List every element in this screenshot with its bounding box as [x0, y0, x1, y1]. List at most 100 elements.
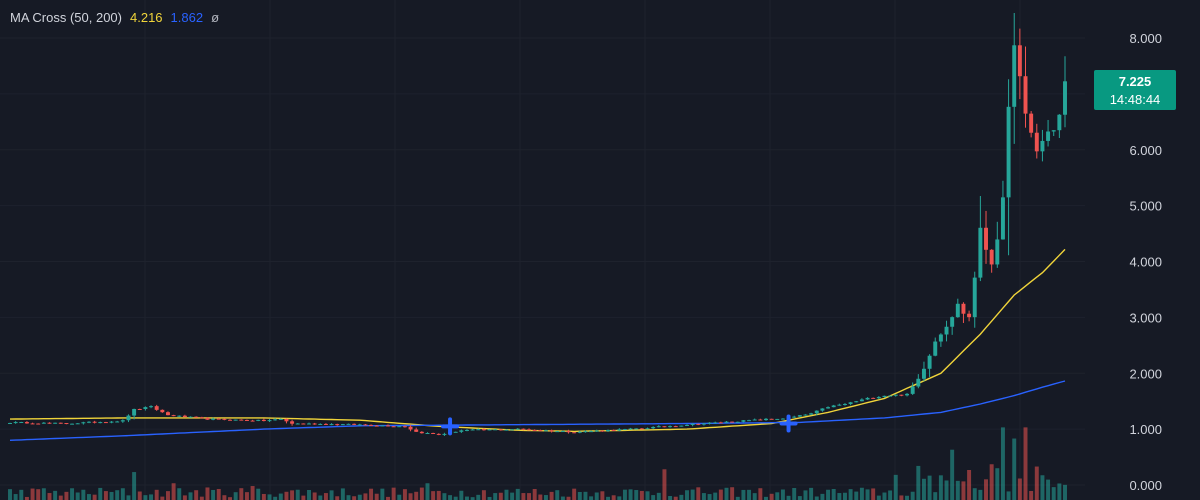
volume-bar — [854, 491, 859, 500]
candle-body — [70, 423, 75, 425]
volume-bar — [481, 490, 486, 500]
candle-body — [1012, 45, 1017, 107]
volume-bar — [109, 491, 114, 500]
volume-bar — [1006, 491, 1011, 500]
candle-body — [826, 407, 831, 409]
volume-bar — [431, 491, 436, 500]
volume-bar — [87, 494, 91, 500]
candle-body — [893, 394, 898, 396]
volume-bar — [154, 489, 159, 500]
candle-body — [284, 418, 289, 422]
volume-bar — [527, 493, 532, 500]
volume-bar — [978, 489, 983, 500]
indicator-legend[interactable]: MA Cross (50, 200) 4.216 1.862 ø — [10, 10, 219, 25]
volume-bar — [780, 489, 785, 500]
candle-body — [628, 428, 633, 430]
candle-body — [888, 395, 893, 397]
volume-bar — [414, 491, 419, 500]
volume-bar — [685, 490, 689, 500]
volume-bar — [730, 487, 735, 500]
volume-bar — [290, 490, 295, 500]
candle-body — [154, 406, 159, 410]
candle-body — [538, 430, 543, 432]
volume-bar — [645, 491, 650, 500]
volume-bar — [24, 496, 29, 500]
volume-bar — [944, 480, 949, 500]
volume-bar — [1046, 479, 1051, 500]
candle-body — [465, 429, 469, 431]
candle-body — [859, 399, 864, 402]
candle-body — [323, 423, 328, 425]
candle-body — [792, 416, 797, 418]
candle-body — [470, 429, 475, 431]
volume-bar — [239, 488, 244, 500]
candle-body — [583, 431, 588, 433]
candle-body — [250, 420, 255, 422]
candle-body — [103, 422, 108, 424]
volume-bar — [312, 492, 317, 500]
volume-bar — [538, 494, 543, 500]
volume-bar — [194, 490, 199, 500]
candle-body — [1040, 140, 1045, 152]
y-tick-label: 8.000 — [1129, 31, 1162, 46]
volume-bar — [182, 495, 187, 500]
candle-body — [566, 431, 571, 433]
candle-body — [1057, 114, 1062, 131]
indicator-name: MA Cross (50, 200) — [10, 10, 122, 25]
candle-body — [662, 426, 667, 428]
candle-body — [335, 424, 340, 426]
y-tick-label: 5.000 — [1129, 199, 1162, 214]
volume-bar — [70, 488, 75, 500]
ma-cross-marker — [779, 414, 798, 433]
candle-body — [267, 420, 272, 422]
candle-body — [560, 431, 565, 433]
volume-bar — [278, 493, 283, 500]
volume-bar — [205, 487, 210, 500]
volume-bar — [47, 493, 52, 500]
candle-body — [391, 426, 396, 428]
volume-bar — [583, 491, 588, 500]
candle-body — [13, 422, 18, 424]
candle-body — [854, 401, 859, 403]
candle-body — [814, 410, 819, 414]
volume-bar — [199, 496, 204, 500]
candle-body — [809, 413, 814, 415]
volume-bar — [967, 469, 972, 500]
volume-bar — [267, 494, 272, 500]
volume-bar — [346, 495, 351, 500]
candle-body — [312, 423, 317, 425]
volume-bar — [927, 475, 932, 500]
candle-body — [419, 431, 424, 434]
volume-bar — [797, 496, 802, 500]
y-tick-label: 1.000 — [1129, 422, 1162, 437]
candle-body — [132, 408, 137, 416]
candle-body — [634, 428, 639, 430]
candle-body — [301, 423, 306, 425]
candle-body — [690, 423, 695, 425]
volume-bar — [775, 492, 780, 500]
volume-bar — [115, 490, 120, 500]
volume-bar — [1023, 427, 1028, 500]
candle-body — [916, 378, 921, 387]
volume-bar — [98, 487, 103, 500]
candle-body — [955, 303, 960, 318]
candle-body — [171, 415, 176, 417]
volume-bar — [487, 496, 492, 500]
candle-body — [967, 313, 972, 318]
candle-body — [436, 433, 441, 435]
hide-indicator-icon[interactable]: ø — [211, 10, 220, 25]
bar-countdown: 14:48:44 — [1109, 92, 1161, 107]
volume-bar — [103, 491, 108, 500]
volume-bar — [701, 493, 706, 500]
volume-bar — [995, 468, 1000, 500]
volume-bar — [340, 488, 345, 500]
volume-bar — [256, 488, 261, 500]
volume-bar — [961, 481, 966, 500]
volume-bar — [600, 491, 605, 500]
volume-bar — [81, 489, 86, 500]
volume-bar — [397, 494, 402, 500]
candle-body — [673, 426, 678, 428]
candle-body — [639, 428, 644, 430]
volume-bar — [493, 493, 498, 500]
